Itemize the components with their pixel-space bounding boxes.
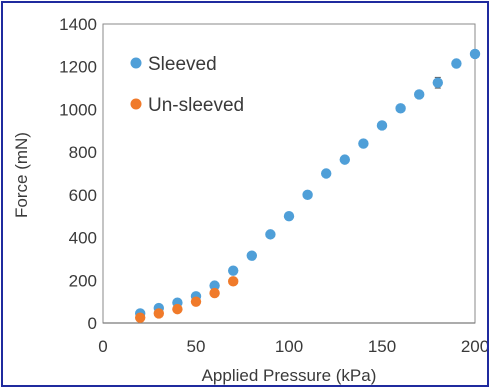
point-sleeved xyxy=(283,211,295,222)
point-sleeved xyxy=(246,250,257,261)
y-tick-label: 1200 xyxy=(59,58,97,77)
x-tick-label: 200 xyxy=(461,337,487,356)
x-tick-label: 50 xyxy=(187,337,206,356)
x-tick-label: 100 xyxy=(275,337,303,356)
legend-marker-sleeved xyxy=(130,57,142,69)
point-sleeved xyxy=(451,58,462,69)
axes xyxy=(102,23,476,324)
point-sleeved xyxy=(376,120,388,131)
y-tick-label: 800 xyxy=(69,143,97,162)
y-tick-label: 400 xyxy=(69,229,97,248)
y-tick-label: 1000 xyxy=(59,100,97,119)
point-unsleeved xyxy=(172,303,183,315)
x-tick-label: 150 xyxy=(368,337,396,356)
point-sleeved xyxy=(209,280,220,291)
chart-frame: 0 200 400 600 800 1000 1200 1400 0 50 100 150 200 F… xyxy=(1,1,489,387)
y-axis-label: Force (mN) xyxy=(12,132,31,218)
point-unsleeved xyxy=(135,312,146,323)
point-sleeved xyxy=(339,154,350,165)
legend-label-sleeved: Sleeved xyxy=(148,54,217,75)
y-tick-labels: 0 200 400 600 800 1000 1200 1400 xyxy=(59,15,97,333)
point-unsleeved xyxy=(228,276,239,287)
scatter-chart: 0 200 400 600 800 1000 1200 1400 0 50 100 150 200 F… xyxy=(12,15,487,385)
point-sleeved xyxy=(302,189,313,201)
x-axis-label: Applied Pressure (kPa) xyxy=(202,366,377,385)
point-sleeved xyxy=(469,48,481,60)
y-tick-label: 0 xyxy=(88,314,97,333)
point-unsleeved xyxy=(190,296,202,307)
point-sleeved xyxy=(265,229,276,240)
point-sleeved xyxy=(414,89,425,100)
data-points xyxy=(135,48,481,323)
point-sleeved xyxy=(395,103,406,114)
legend-marker-unsleeved xyxy=(130,98,142,110)
y-tick-label: 200 xyxy=(69,271,97,290)
y-tick-label: 1400 xyxy=(59,15,97,34)
point-sleeved xyxy=(321,168,332,179)
y-tick-label: 600 xyxy=(69,186,97,205)
point-unsleeved xyxy=(153,308,164,319)
point-sleeved xyxy=(358,138,369,149)
point-sleeved xyxy=(432,77,443,88)
x-tick-label: 0 xyxy=(98,337,107,356)
legend: Sleeved Un-sleeved xyxy=(130,54,244,116)
point-sleeved xyxy=(228,265,239,276)
x-tick-labels: 0 50 100 150 200 xyxy=(98,337,487,356)
point-unsleeved xyxy=(209,287,220,299)
legend-label-unsleeved: Un-sleeved xyxy=(148,95,244,116)
